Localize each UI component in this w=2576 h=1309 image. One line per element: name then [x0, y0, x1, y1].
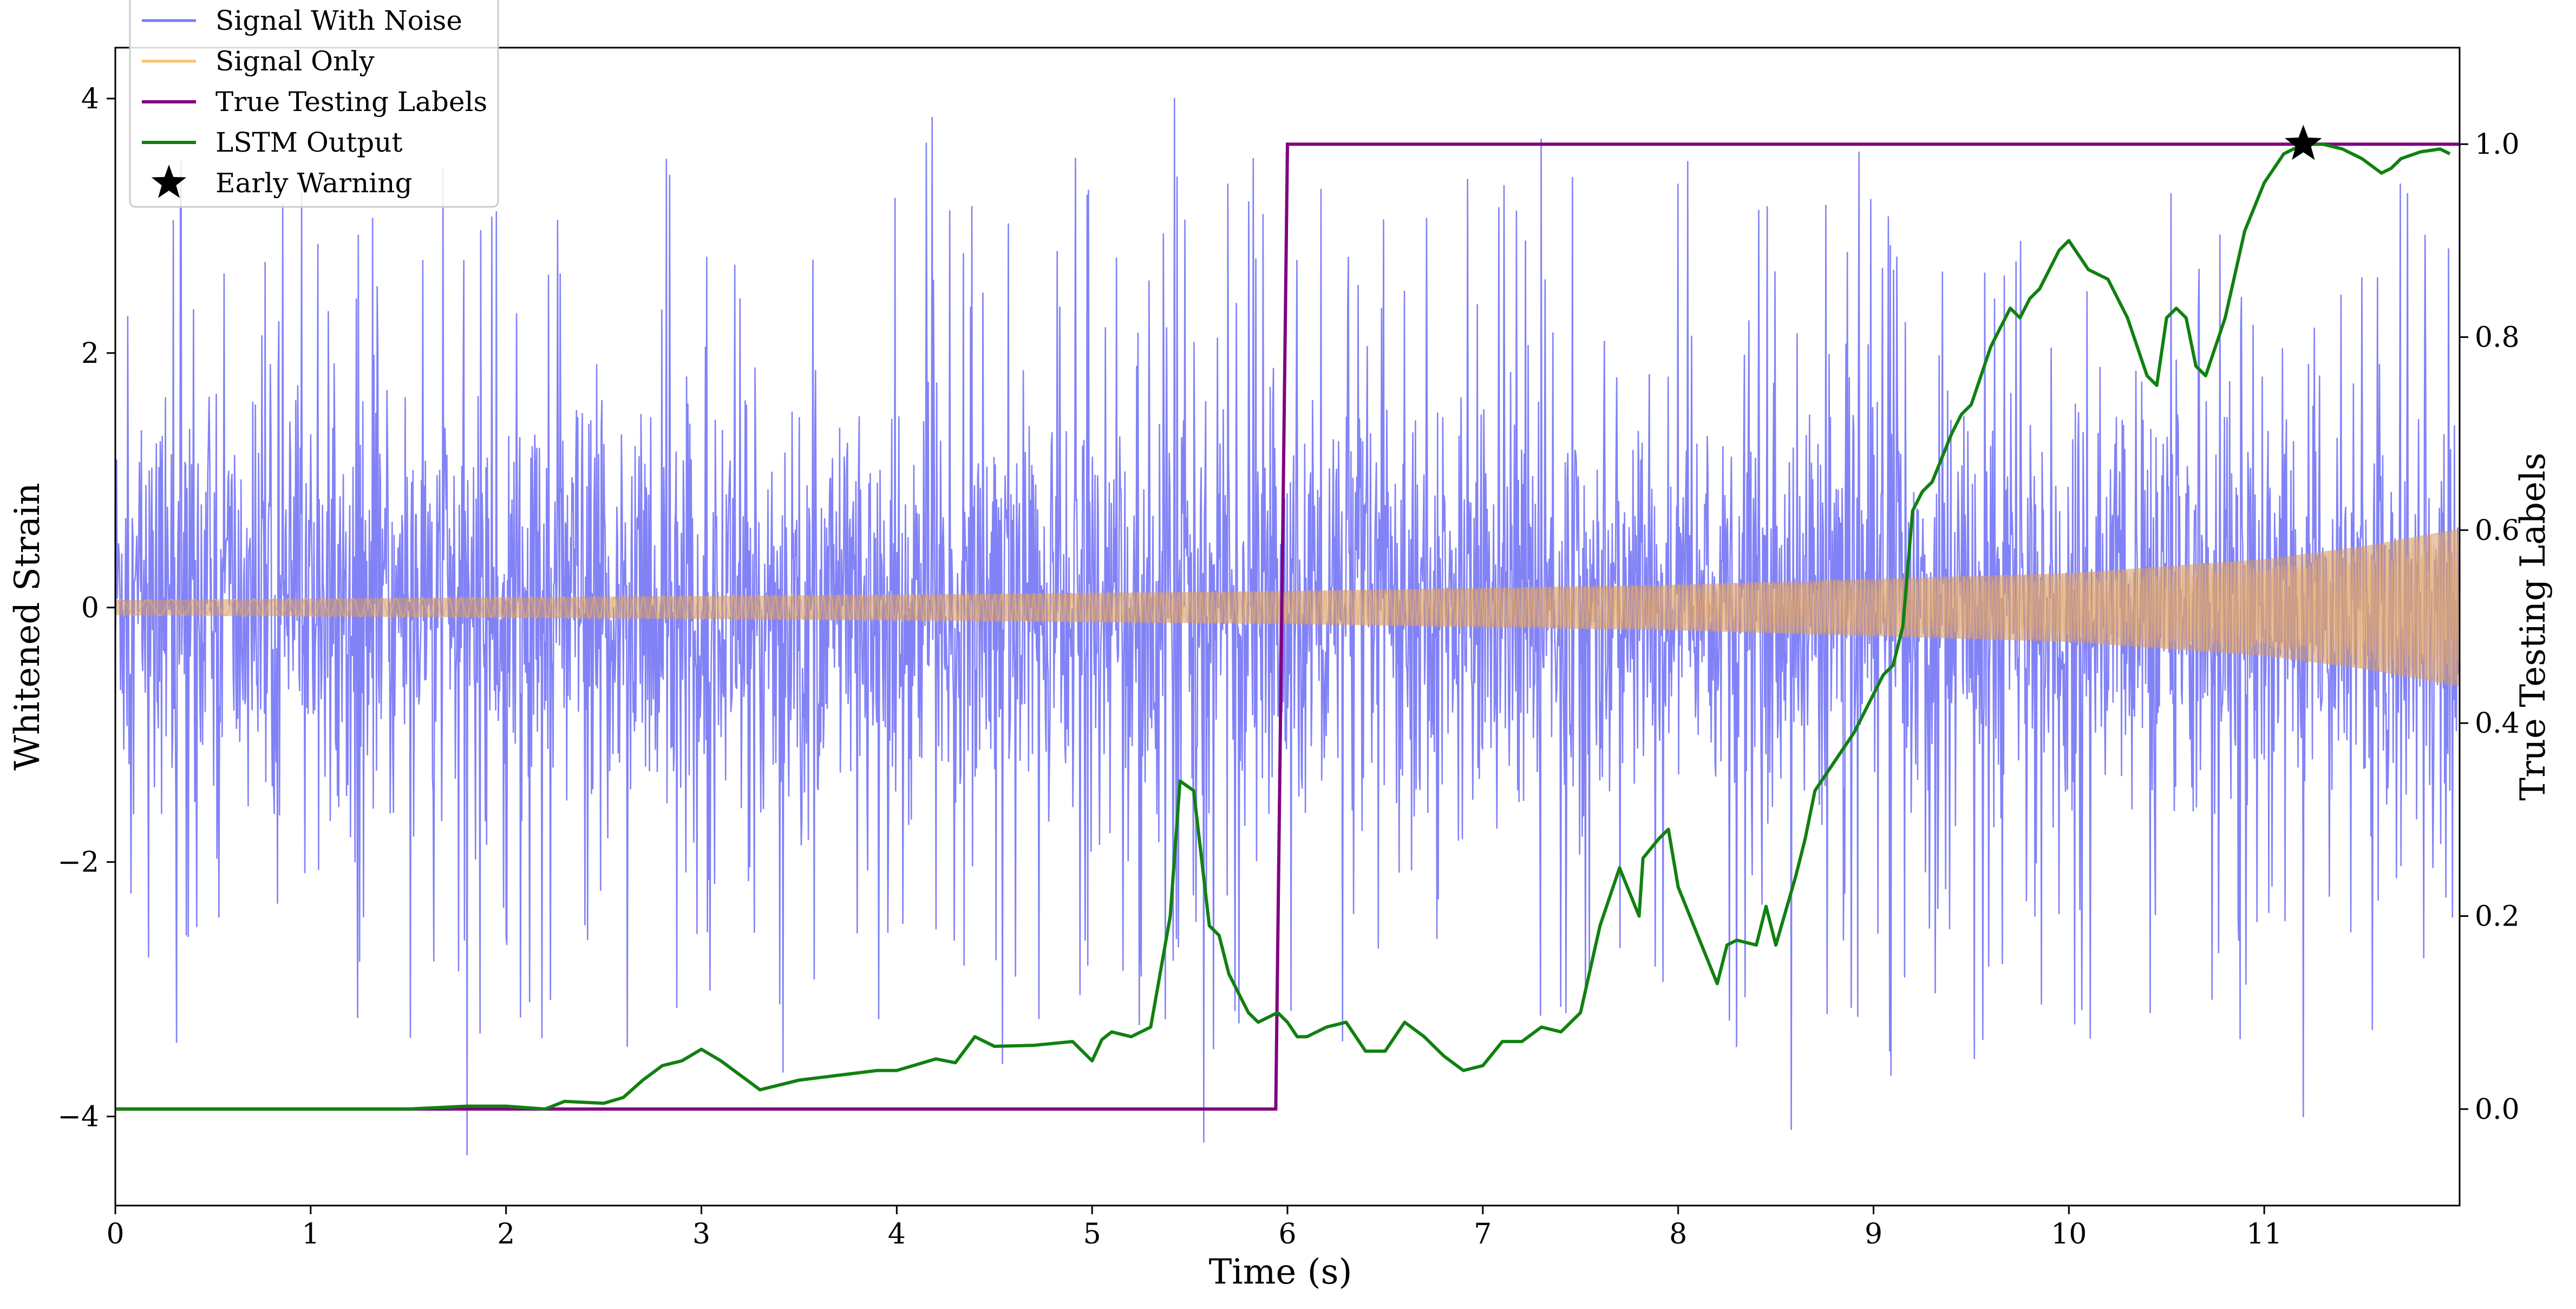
- series-true-testing-labels: [115, 142, 2460, 1111]
- y-tick-label: 4: [81, 83, 99, 115]
- x-tick-label: 3: [692, 1218, 710, 1251]
- x-tick-label: 5: [1083, 1218, 1101, 1251]
- x-axis: 0 1 2 3 4 5 6 7 8 9 10 11: [106, 1206, 2282, 1251]
- y-axis-left: −4 −2 0 2 4: [57, 83, 115, 1134]
- x-tick-label: 9: [1865, 1218, 1882, 1251]
- legend-label-signal-with-noise: Signal With Noise: [215, 5, 462, 36]
- y-tick-label: −2: [57, 846, 99, 879]
- legend-star-icon: [151, 165, 187, 198]
- legend-label-lstm-output: LSTM Output: [215, 127, 402, 158]
- y2-tick-label: 1.0: [2475, 128, 2520, 161]
- y2-tick-label: 0.6: [2475, 515, 2520, 547]
- x-tick-label: 6: [1278, 1218, 1296, 1251]
- legend-box: [129, 0, 499, 208]
- x-tick-label: 11: [2246, 1218, 2282, 1251]
- y2-axis-label: True Testing Labels: [2513, 453, 2553, 801]
- y2-tick-label: 0.0: [2475, 1093, 2520, 1126]
- legend-label-early-warning: Early Warning: [215, 167, 413, 199]
- x-tick-label: 10: [2051, 1218, 2087, 1251]
- y2-tick-label: 0.2: [2475, 901, 2520, 933]
- x-tick-label: 0: [106, 1218, 124, 1251]
- x-tick-label: 8: [1669, 1218, 1687, 1251]
- series-signal-only-envelope: [115, 529, 2460, 687]
- y-tick-label: 0: [81, 592, 99, 624]
- early-warning-star-icon: [2285, 125, 2322, 160]
- y-axis-right: 0.0 0.2 0.4 0.6 0.8 1.0: [2460, 128, 2520, 1126]
- marker-layer: [2285, 125, 2322, 160]
- y-tick-label: 2: [81, 337, 99, 370]
- series-layer: [115, 97, 2460, 1156]
- legend: Signal With Noise Signal Only True Testi…: [129, 0, 499, 208]
- legend-label-signal-only: Signal Only: [215, 45, 375, 77]
- x-tick-label: 1: [302, 1218, 319, 1251]
- y-tick-label: −4: [57, 1101, 99, 1134]
- legend-label-true-testing-labels: True Testing Labels: [215, 86, 487, 118]
- y-axis-label: Whitened Strain: [8, 483, 48, 770]
- x-tick-label: 4: [888, 1218, 906, 1251]
- x-tick-label: 7: [1474, 1218, 1492, 1251]
- x-tick-label: 2: [497, 1218, 515, 1251]
- y2-tick-label: 0.8: [2475, 322, 2520, 354]
- x-axis-label: Time (s): [1209, 1252, 1352, 1292]
- series-lstm-output: [115, 142, 2451, 1111]
- y2-tick-label: 0.4: [2475, 707, 2520, 740]
